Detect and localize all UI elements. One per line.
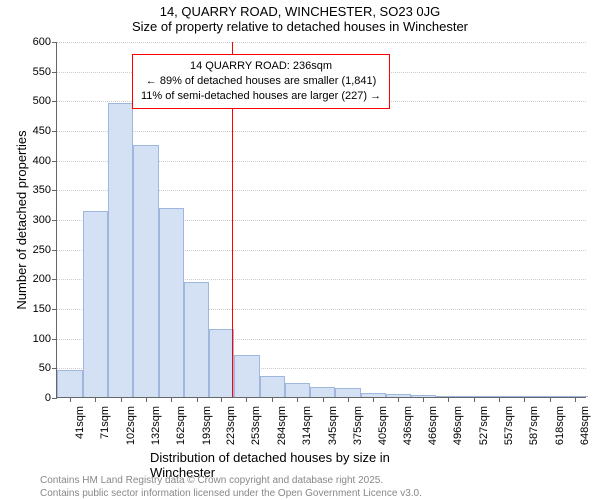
histogram-bar <box>83 211 108 397</box>
gridline <box>57 131 586 132</box>
histogram-bar <box>57 370 82 397</box>
xtick-label: 496sqm <box>452 406 464 445</box>
footer-attribution: Contains HM Land Registry data © Crown c… <box>40 474 422 500</box>
xtick-mark <box>297 397 298 402</box>
xtick-label: 375sqm <box>352 406 364 445</box>
xtick-mark <box>524 397 525 402</box>
xtick-mark <box>171 397 172 402</box>
histogram-bar <box>335 388 360 397</box>
ytick-label: 350 <box>33 184 57 196</box>
xtick-label: 557sqm <box>503 406 515 445</box>
xtick-label: 41sqm <box>74 406 86 439</box>
plot-area: 05010015020025030035040045050055060041sq… <box>56 42 586 398</box>
xtick-mark <box>448 397 449 402</box>
xtick-label: 527sqm <box>478 406 490 445</box>
ytick-label: 300 <box>33 214 57 226</box>
histogram-bar <box>209 329 234 397</box>
xtick-label: 405sqm <box>377 406 389 445</box>
xtick-mark <box>499 397 500 402</box>
histogram-bar <box>285 383 310 397</box>
xtick-mark <box>575 397 576 402</box>
xtick-label: 223sqm <box>225 406 237 445</box>
histogram-bar <box>108 103 133 397</box>
xtick-label: 162sqm <box>175 406 187 445</box>
ytick-label: 50 <box>39 362 57 374</box>
xtick-mark <box>221 397 222 402</box>
ytick-label: 500 <box>33 95 57 107</box>
xtick-mark <box>272 397 273 402</box>
callout-box: 14 QUARRY ROAD: 236sqm← 89% of detached … <box>132 54 390 109</box>
xtick-label: 314sqm <box>301 406 313 445</box>
xtick-mark <box>398 397 399 402</box>
xtick-label: 132sqm <box>150 406 162 445</box>
ytick-label: 400 <box>33 155 57 167</box>
histogram-bar <box>234 355 259 397</box>
title-line-2: Size of property relative to detached ho… <box>0 19 600 34</box>
xtick-label: 466sqm <box>427 406 439 445</box>
xtick-label: 618sqm <box>554 406 566 445</box>
ytick-label: 100 <box>33 333 57 345</box>
callout-line: 11% of semi-detached houses are larger (… <box>141 89 381 104</box>
xtick-label: 102sqm <box>125 406 137 445</box>
xtick-mark <box>70 397 71 402</box>
gridline <box>57 42 586 43</box>
ytick-label: 250 <box>33 244 57 256</box>
xtick-mark <box>121 397 122 402</box>
xtick-mark <box>95 397 96 402</box>
ytick-label: 200 <box>33 273 57 285</box>
xtick-mark <box>348 397 349 402</box>
xtick-mark <box>197 397 198 402</box>
xtick-label: 284sqm <box>276 406 288 445</box>
xtick-mark <box>474 397 475 402</box>
xtick-mark <box>423 397 424 402</box>
ytick-label: 150 <box>33 303 57 315</box>
ytick-label: 0 <box>45 392 57 404</box>
xtick-mark <box>246 397 247 402</box>
yaxis-label: Number of detached properties <box>14 130 29 309</box>
histogram-bar <box>184 282 209 397</box>
title-block: 14, QUARRY ROAD, WINCHESTER, SO23 0JG Si… <box>0 0 600 34</box>
xtick-mark <box>373 397 374 402</box>
xtick-label: 193sqm <box>201 406 213 445</box>
title-line-1: 14, QUARRY ROAD, WINCHESTER, SO23 0JG <box>0 4 600 19</box>
xtick-label: 648sqm <box>579 406 591 445</box>
histogram-bar <box>159 208 184 397</box>
xtick-label: 71sqm <box>99 406 111 439</box>
histogram-bar <box>133 145 158 397</box>
xtick-mark <box>146 397 147 402</box>
histogram-bar <box>260 376 285 397</box>
xtick-mark <box>323 397 324 402</box>
callout-line: ← 89% of detached houses are smaller (1,… <box>141 74 381 89</box>
ytick-label: 600 <box>33 36 57 48</box>
xtick-label: 436sqm <box>402 406 414 445</box>
footer-line-1: Contains HM Land Registry data © Crown c… <box>40 474 422 487</box>
footer-line-2: Contains public sector information licen… <box>40 487 422 500</box>
ytick-label: 550 <box>33 66 57 78</box>
chart-container: 14, QUARRY ROAD, WINCHESTER, SO23 0JG Si… <box>0 0 600 500</box>
xtick-label: 345sqm <box>327 406 339 445</box>
xtick-mark <box>550 397 551 402</box>
xtick-label: 253sqm <box>250 406 262 445</box>
histogram-bar <box>310 387 335 397</box>
xtick-label: 587sqm <box>528 406 540 445</box>
callout-line: 14 QUARRY ROAD: 236sqm <box>141 59 381 74</box>
ytick-label: 450 <box>33 125 57 137</box>
